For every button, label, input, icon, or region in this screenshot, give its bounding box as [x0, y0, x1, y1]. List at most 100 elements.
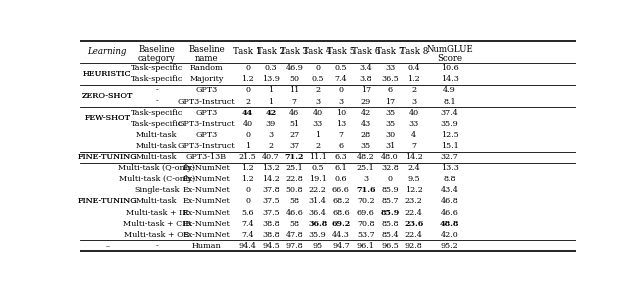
- Text: 10.6: 10.6: [441, 64, 458, 72]
- Text: 96.5: 96.5: [381, 242, 399, 250]
- Text: 32.7: 32.7: [441, 153, 458, 161]
- Text: 1: 1: [245, 142, 250, 150]
- Text: 58: 58: [289, 198, 300, 205]
- Text: GPT3: GPT3: [195, 86, 218, 95]
- Text: 7: 7: [292, 97, 297, 105]
- Text: Task-specific: Task-specific: [131, 109, 183, 117]
- Text: Multi-task (C-only): Multi-task (C-only): [119, 175, 195, 183]
- Text: 48.0: 48.0: [381, 153, 399, 161]
- Text: ZERO-SHOT: ZERO-SHOT: [81, 92, 133, 100]
- Text: category: category: [138, 54, 176, 62]
- Text: 50.8: 50.8: [285, 186, 303, 194]
- Text: 37.4: 37.4: [441, 109, 458, 117]
- Text: 40: 40: [409, 109, 419, 117]
- Text: HEURISTIC: HEURISTIC: [83, 70, 132, 78]
- Text: 37.5: 37.5: [262, 198, 280, 205]
- Text: 46.6: 46.6: [440, 209, 458, 217]
- Text: 37: 37: [289, 142, 300, 150]
- Text: 40: 40: [312, 109, 323, 117]
- Text: 71.2: 71.2: [285, 153, 304, 161]
- Text: Multi-task + IR: Multi-task + IR: [125, 209, 188, 217]
- Text: Multi-task (Q-only): Multi-task (Q-only): [118, 164, 195, 172]
- Text: Multi-task + CIR: Multi-task + CIR: [123, 220, 191, 228]
- Text: 1.2: 1.2: [408, 75, 420, 84]
- Text: 2: 2: [245, 97, 250, 105]
- Text: 42: 42: [266, 109, 276, 117]
- Text: FINE-TUNING: FINE-TUNING: [77, 153, 137, 161]
- Text: Task 2: Task 2: [257, 47, 285, 56]
- Text: FINE-TUNING: FINE-TUNING: [77, 198, 137, 205]
- Text: Ex-NumNet: Ex-NumNet: [182, 186, 230, 194]
- Text: 1.2: 1.2: [241, 164, 254, 172]
- Text: Single-task: Single-task: [134, 186, 180, 194]
- Text: 8.8: 8.8: [444, 175, 456, 183]
- Text: 6.1: 6.1: [335, 164, 348, 172]
- Text: Multi-task: Multi-task: [136, 142, 178, 150]
- Text: 25.1: 25.1: [357, 164, 374, 172]
- Text: 43.4: 43.4: [440, 186, 458, 194]
- Text: 11: 11: [289, 86, 300, 95]
- Text: 50: 50: [289, 75, 300, 84]
- Text: 71.6: 71.6: [356, 186, 376, 194]
- Text: 3: 3: [268, 131, 273, 139]
- Text: 23.6: 23.6: [404, 220, 424, 228]
- Text: FINE-TUNING: FINE-TUNING: [77, 198, 137, 205]
- Text: Task 5: Task 5: [327, 47, 355, 56]
- Text: 3.8: 3.8: [360, 75, 372, 84]
- Text: 44: 44: [242, 109, 253, 117]
- Text: 69.2: 69.2: [332, 220, 351, 228]
- Text: name: name: [195, 54, 218, 62]
- Text: Human: Human: [191, 242, 221, 250]
- Text: 35: 35: [385, 120, 395, 128]
- Text: 0: 0: [245, 198, 250, 205]
- Text: Majority: Majority: [189, 75, 223, 84]
- Text: Ex-NumNet: Ex-NumNet: [182, 220, 230, 228]
- Text: FEW-SHOT: FEW-SHOT: [88, 114, 127, 122]
- Text: 1: 1: [315, 131, 320, 139]
- Text: 85.9: 85.9: [380, 209, 399, 217]
- Text: 4.9: 4.9: [443, 86, 456, 95]
- Text: Ex-NumNet: Ex-NumNet: [182, 209, 230, 217]
- Text: 6.3: 6.3: [335, 153, 348, 161]
- Text: Multi-task + OS: Multi-task + OS: [124, 231, 189, 239]
- Text: ZERO-SHOT: ZERO-SHOT: [85, 92, 129, 100]
- Text: Task 4: Task 4: [303, 47, 332, 56]
- Text: 7: 7: [412, 142, 416, 150]
- Text: 68.2: 68.2: [332, 198, 350, 205]
- Text: 33: 33: [385, 64, 395, 72]
- Text: 0.5: 0.5: [311, 164, 324, 172]
- Text: 5.6: 5.6: [241, 209, 254, 217]
- Text: FINE-TUNING: FINE-TUNING: [81, 198, 133, 205]
- Text: 7: 7: [339, 131, 344, 139]
- Text: 35: 35: [360, 142, 371, 150]
- Text: 2: 2: [412, 86, 417, 95]
- Text: 35.9: 35.9: [308, 231, 326, 239]
- Text: -: -: [156, 86, 158, 95]
- Text: 68.6: 68.6: [332, 209, 350, 217]
- Text: 94.7: 94.7: [332, 242, 350, 250]
- Text: 36.4: 36.4: [308, 209, 326, 217]
- Text: 13.3: 13.3: [440, 164, 458, 172]
- Text: Ex-NumNet: Ex-NumNet: [182, 164, 230, 172]
- Text: 42.0: 42.0: [441, 231, 458, 239]
- Text: 19.1: 19.1: [308, 175, 326, 183]
- Text: 4: 4: [412, 131, 417, 139]
- Text: FINE-TUNING: FINE-TUNING: [81, 153, 133, 161]
- Text: 21.5: 21.5: [239, 153, 257, 161]
- Text: Task 3: Task 3: [280, 47, 308, 56]
- Text: 96.1: 96.1: [356, 242, 374, 250]
- Text: 9.5: 9.5: [408, 175, 420, 183]
- Text: 3: 3: [315, 97, 320, 105]
- Text: Task 7: Task 7: [376, 47, 404, 56]
- Text: GPT3: GPT3: [195, 109, 218, 117]
- Text: 40.7: 40.7: [262, 153, 280, 161]
- Text: Baseline: Baseline: [188, 45, 225, 54]
- Text: 35.9: 35.9: [441, 120, 458, 128]
- Text: 11.1: 11.1: [308, 153, 326, 161]
- Text: Multi-task: Multi-task: [136, 131, 178, 139]
- Text: 37.8: 37.8: [262, 186, 280, 194]
- Text: 22.8: 22.8: [285, 175, 303, 183]
- Text: 85.7: 85.7: [381, 198, 399, 205]
- Text: 13: 13: [336, 120, 346, 128]
- Text: 92.8: 92.8: [405, 242, 422, 250]
